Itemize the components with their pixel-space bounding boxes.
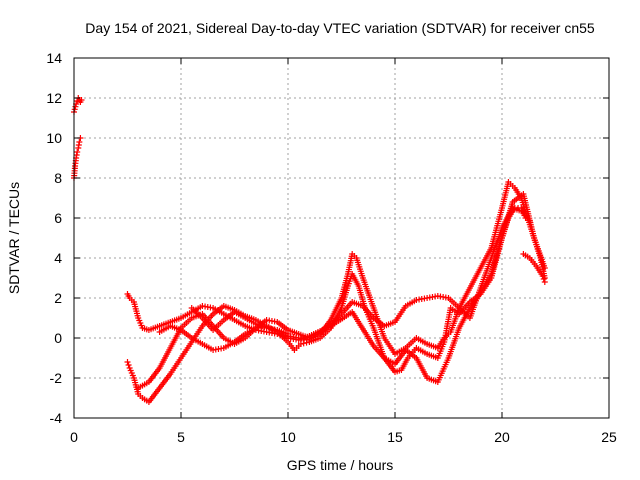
data-point xyxy=(124,359,131,365)
data-series xyxy=(71,95,548,405)
data-point xyxy=(125,362,132,368)
data-point xyxy=(71,106,78,113)
y-tick-label: 6 xyxy=(54,210,62,226)
series-trace-h xyxy=(520,251,548,285)
data-point xyxy=(78,97,85,103)
data-point xyxy=(541,279,548,285)
y-axis-label: SDTVAR / TECUs xyxy=(6,182,22,294)
x-tick-label: 20 xyxy=(494,429,510,445)
x-tick-label: 5 xyxy=(177,429,185,445)
x-axis-label: GPS time / hours xyxy=(287,457,394,473)
x-tick-label: 25 xyxy=(601,429,617,445)
plot-frame xyxy=(73,57,610,419)
y-tick-label: -2 xyxy=(50,370,63,386)
data-point xyxy=(539,273,546,279)
y-tick-label: 12 xyxy=(46,90,62,106)
y-tick-label: 0 xyxy=(54,330,62,346)
data-point xyxy=(541,265,548,271)
series-trace-c xyxy=(124,179,548,357)
data-point xyxy=(300,340,307,347)
data-point xyxy=(72,103,79,110)
series-trace-f xyxy=(156,191,548,385)
data-point xyxy=(540,276,547,282)
x-tick-label: 10 xyxy=(280,429,296,445)
y-tick-label: 4 xyxy=(54,250,62,266)
y-tick-label: 14 xyxy=(46,50,62,66)
series-trace-g xyxy=(188,305,291,337)
data-point xyxy=(285,331,291,337)
x-tick-label: 0 xyxy=(70,429,78,445)
series-trace-a xyxy=(71,95,85,115)
x-tick-label: 15 xyxy=(387,429,403,445)
y-tick-label: 2 xyxy=(54,290,62,306)
y-tick-label: 8 xyxy=(54,170,62,186)
y-tick-label: 10 xyxy=(46,130,62,146)
y-tick-label: -4 xyxy=(50,410,63,426)
axis-ticks: 0 5 10 15 20 25 -4 -2 0 2 4 6 8 10 12 14 xyxy=(46,50,617,445)
grid xyxy=(74,58,609,418)
data-point xyxy=(74,149,81,155)
chart-title: Day 154 of 2021, Sidereal Day-to-day VTE… xyxy=(85,20,595,36)
data-point xyxy=(76,139,83,145)
data-point xyxy=(303,339,310,346)
